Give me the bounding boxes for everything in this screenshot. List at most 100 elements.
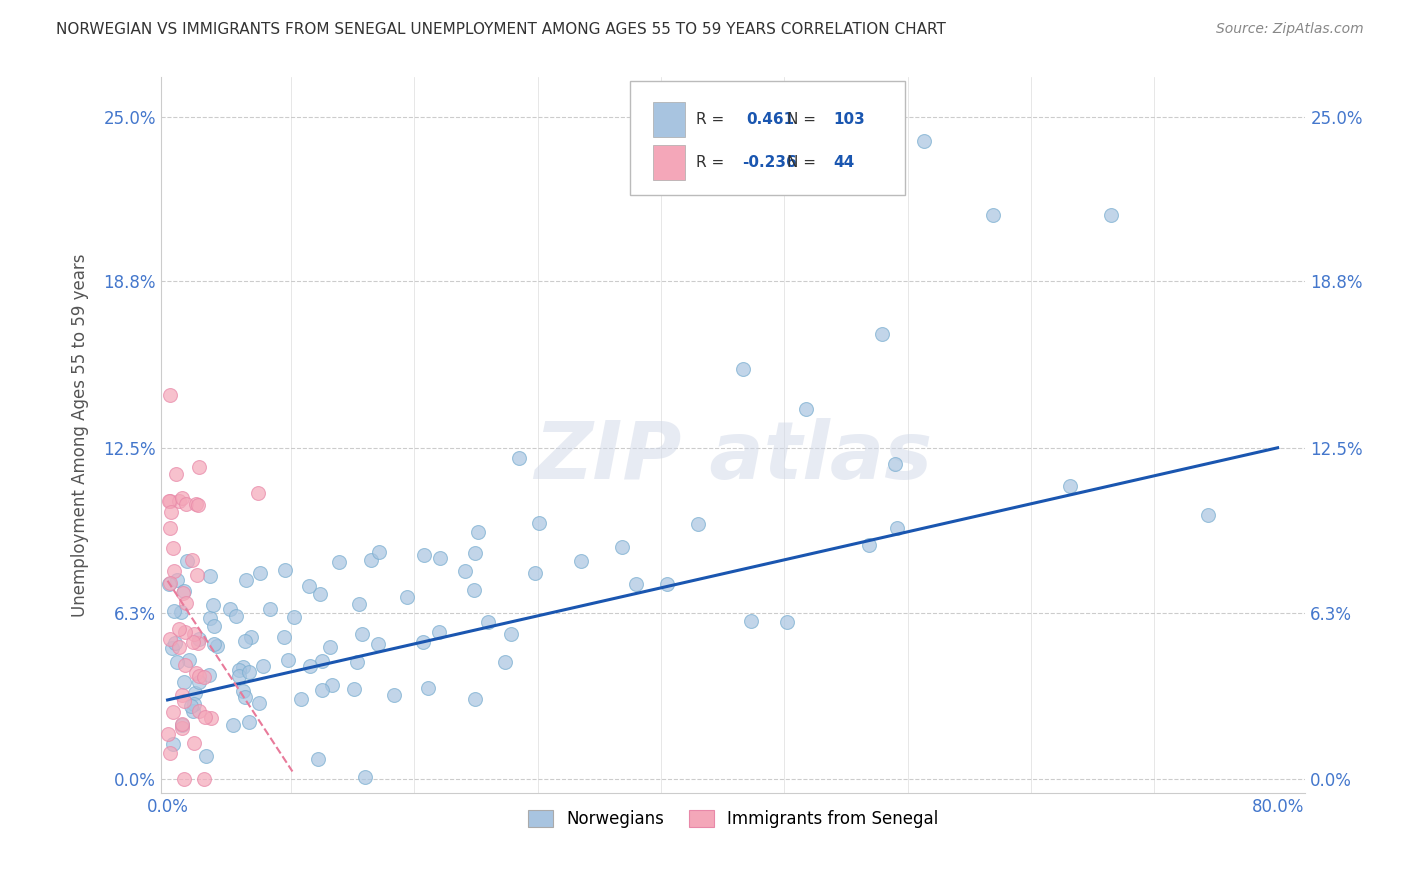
Point	[477, 615, 499, 629]
Point	[870, 327, 893, 342]
Point	[277, 653, 299, 667]
Point	[233, 634, 256, 648]
Point	[353, 770, 375, 784]
Point	[1059, 478, 1081, 492]
Point	[252, 658, 274, 673]
Bar	[652, 103, 685, 136]
Point	[183, 626, 205, 640]
Point	[202, 637, 225, 651]
Point	[187, 498, 209, 512]
Text: R =: R =	[696, 155, 730, 170]
Point	[283, 610, 305, 624]
Point	[172, 688, 194, 702]
Point	[228, 668, 250, 682]
Point	[427, 625, 450, 640]
Point	[688, 516, 710, 531]
Text: 103: 103	[834, 112, 866, 128]
Point	[657, 576, 679, 591]
Point	[187, 636, 209, 650]
Point	[228, 663, 250, 677]
Point	[886, 521, 908, 535]
Point	[159, 388, 181, 402]
Point	[162, 541, 184, 556]
Bar	[652, 145, 685, 179]
Text: NORWEGIAN VS IMMIGRANTS FROM SENEGAL UNEMPLOYMENT AMONG AGES 55 TO 59 YEARS CORR: NORWEGIAN VS IMMIGRANTS FROM SENEGAL UNE…	[56, 22, 946, 37]
Point	[195, 749, 218, 764]
Point	[173, 584, 195, 599]
Text: N =: N =	[787, 112, 821, 128]
Point	[416, 681, 439, 696]
Point	[159, 575, 181, 590]
Text: ZIP atlas: ZIP atlas	[534, 417, 932, 495]
Point	[166, 655, 188, 669]
Point	[775, 615, 797, 630]
Point	[174, 658, 197, 673]
Point	[981, 208, 1004, 222]
Text: N =: N =	[787, 155, 821, 170]
Point	[298, 658, 321, 673]
Point	[523, 566, 546, 581]
Point	[412, 635, 434, 649]
Point	[274, 563, 297, 577]
Point	[232, 660, 254, 674]
Point	[172, 491, 194, 505]
Point	[156, 726, 179, 740]
Point	[321, 677, 343, 691]
Point	[494, 655, 516, 669]
Point	[183, 697, 205, 711]
Point	[180, 698, 202, 713]
Point	[202, 618, 225, 632]
Point	[883, 457, 905, 471]
Point	[170, 717, 193, 731]
Point	[184, 665, 207, 680]
Point	[183, 735, 205, 749]
Text: Source: ZipAtlas.com: Source: ZipAtlas.com	[1216, 22, 1364, 37]
Point	[186, 567, 208, 582]
Point	[169, 494, 191, 508]
Point	[501, 627, 523, 641]
Text: 44: 44	[834, 155, 855, 170]
Point	[429, 551, 451, 566]
Point	[159, 746, 181, 760]
Point	[176, 554, 198, 568]
Point	[177, 653, 200, 667]
Point	[165, 467, 187, 481]
Point	[273, 630, 295, 644]
Point	[170, 718, 193, 732]
Point	[162, 705, 184, 719]
Point	[170, 721, 193, 735]
Point	[233, 690, 256, 704]
Point	[181, 553, 204, 567]
Y-axis label: Unemployment Among Ages 55 to 59 years: Unemployment Among Ages 55 to 59 years	[72, 253, 89, 616]
Point	[159, 632, 181, 647]
Point	[571, 554, 593, 568]
Point	[464, 692, 486, 706]
Point	[529, 516, 551, 531]
Point	[188, 704, 211, 718]
Point	[159, 494, 181, 508]
Point	[346, 656, 368, 670]
Text: -0.236: -0.236	[742, 155, 797, 170]
Point	[454, 564, 477, 578]
Point	[167, 640, 190, 655]
Point	[249, 566, 271, 580]
Point	[222, 718, 245, 732]
Point	[347, 597, 370, 611]
Point	[160, 505, 183, 519]
Point	[508, 450, 530, 465]
Point	[166, 573, 188, 587]
Point	[187, 459, 209, 474]
Point	[464, 546, 486, 560]
Point	[225, 609, 247, 624]
Point	[412, 548, 434, 562]
FancyBboxPatch shape	[630, 81, 904, 195]
Point	[307, 751, 329, 765]
Point	[858, 538, 880, 552]
Point	[238, 715, 260, 730]
Point	[163, 636, 186, 650]
Point	[238, 665, 260, 680]
Point	[382, 688, 405, 702]
Point	[311, 683, 333, 698]
Point	[319, 640, 342, 655]
Point	[187, 632, 209, 646]
